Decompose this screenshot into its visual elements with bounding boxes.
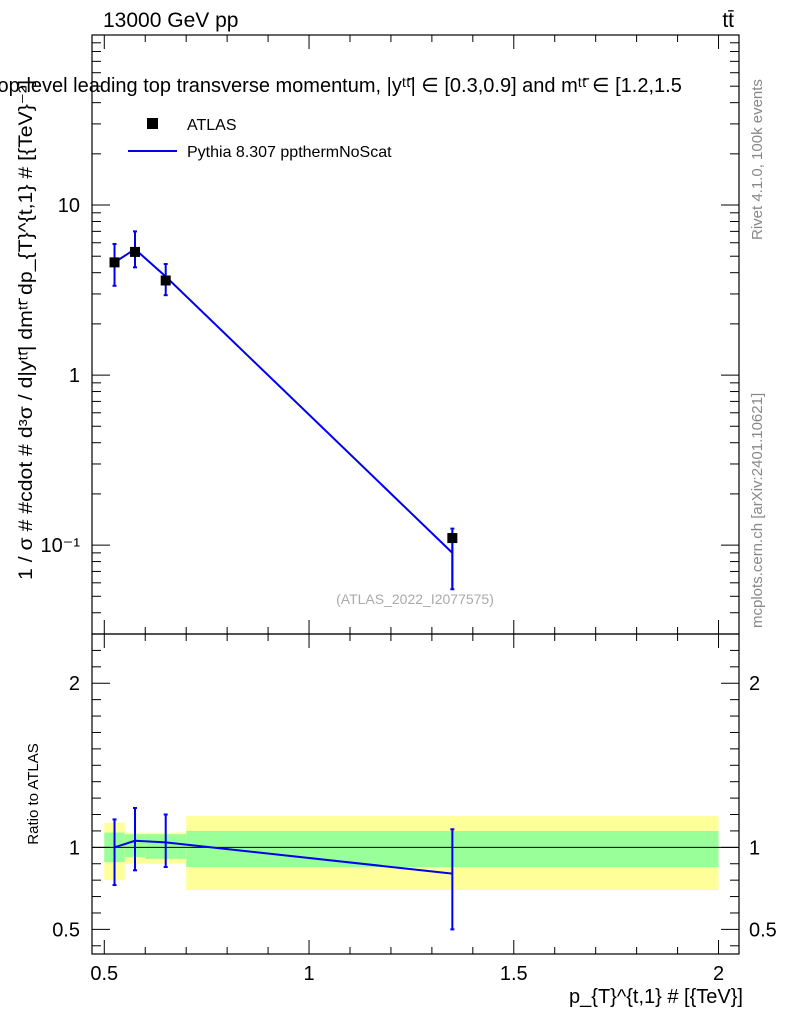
data-point <box>129 246 140 257</box>
ratio-y-tick-label-left: 0.5 <box>52 919 80 941</box>
main-y-ticks: 10⁻¹ 1 10 <box>41 42 739 635</box>
main-y-tick-label: 10 <box>58 195 80 217</box>
mc-curve <box>113 247 454 590</box>
ratio-y-tick-label-left: 1 <box>69 837 80 859</box>
main-y-tick-label: 10⁻¹ <box>41 535 81 557</box>
main-y-axis-title: 1 / σ # #cdot # d³σ / d|yᵗᵗ̄| dmᵗᵗ̄ dp_{… <box>16 80 37 580</box>
ratio-uncertainty-bands <box>104 816 719 890</box>
main-y-tick-label: 1 <box>69 365 80 387</box>
ratio-y-tick-label-right: 0.5 <box>749 919 777 941</box>
rivet-version-label: Rivet 4.1.0, 100k events <box>749 79 766 240</box>
energy-label: 13000 GeV pp <box>103 9 238 32</box>
data-points <box>109 230 458 591</box>
mcplots-reference-label: mcplots.cern.ch [arXiv:2401.10621] <box>749 393 766 628</box>
x-axis-title: p_{T}^{t,1} # [{TeV}] <box>569 986 743 1008</box>
mc-line <box>113 247 454 554</box>
ratio-y-tick-label-right: 1 <box>749 837 760 859</box>
ratio-mc-line <box>114 839 453 875</box>
process-label: tt̄ <box>722 9 734 32</box>
ratio-y-axis-title: Ratio to ATLAS <box>25 743 42 844</box>
ratio-x-ticks: 0.5 1 1.5 2 <box>90 634 724 985</box>
legend-mc-label: Pythia 8.307 ppthermNoScat <box>187 144 392 161</box>
x-tick-label: 1.5 <box>500 963 528 985</box>
x-tick-label: 2 <box>713 963 724 985</box>
x-tick-label: 0.5 <box>90 963 118 985</box>
analysis-watermark: (ATLAS_2022_I2077575) <box>336 591 494 607</box>
x-tick-label: 1 <box>303 963 314 985</box>
data-point <box>447 533 458 544</box>
plot-title: top-level leading top transverse momentu… <box>0 75 682 97</box>
ratio-y-tick-label-left: 2 <box>69 673 80 695</box>
legend-atlas-marker <box>147 118 158 129</box>
ratio-frame <box>91 633 740 955</box>
ratio-y-ticks: 0.5 0.5 1 1 2 2 <box>52 649 777 947</box>
ratio-mc-curve <box>112 806 455 931</box>
data-point <box>109 257 120 268</box>
ratio-y-tick-label-right: 2 <box>749 673 760 695</box>
main-x-ticks <box>103 35 720 634</box>
legend-atlas-label: ATLAS <box>187 117 237 134</box>
data-point <box>160 275 171 286</box>
